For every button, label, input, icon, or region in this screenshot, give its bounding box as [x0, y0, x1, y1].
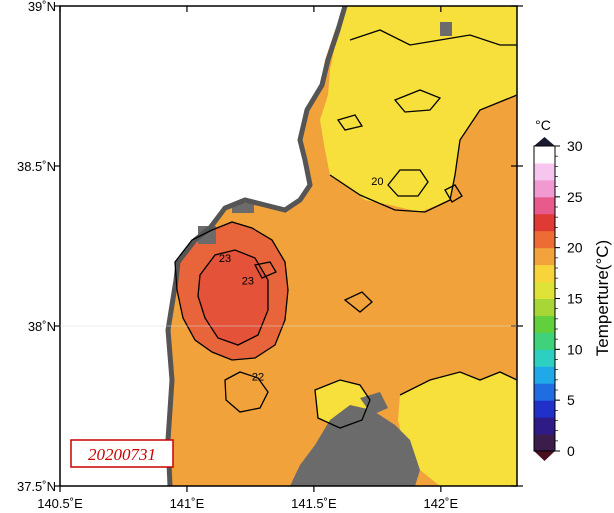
colorbar-tick-label: 15: [567, 291, 583, 307]
ocean-cool-north: [320, 6, 517, 212]
map-panel: 20 23 22 23 20200731: [60, 6, 517, 486]
colorbar-top-arrow: [534, 137, 555, 146]
colorbar-swatch: [534, 349, 555, 367]
contour-label: 20: [371, 176, 383, 188]
colorbar-swatch: [534, 264, 555, 283]
contour-label: 22: [252, 371, 264, 383]
contour-labels: 20 23 22 23: [219, 176, 384, 383]
contour-label: 23: [242, 275, 254, 287]
coastline: [165, 6, 348, 486]
contour-lines: [174, 29, 517, 429]
colorbar-tick-label: 0: [567, 443, 575, 459]
colorbar-swatch: [534, 434, 555, 452]
colorbar-swatch: [534, 196, 555, 215]
map-axes: 140.5˚E 141˚E 141.5˚E 142˚E 39˚N 38.5˚N 38˚N 37…: [17, 0, 523, 511]
colorbar-swatch: [534, 383, 555, 401]
colorbar-title: Temperture(°C): [593, 240, 612, 356]
colorbar-tick-label: 5: [567, 392, 575, 408]
lat-tick-label: 37.5˚N: [17, 479, 56, 494]
colorbar-swatch: [534, 162, 555, 181]
lon-tick-label: 140.5˚E: [37, 496, 83, 511]
colorbar-swatch: [534, 417, 555, 435]
lat-tick-label: 39˚N: [28, 0, 56, 14]
colorbar-swatch: [534, 315, 555, 333]
lon-tick-label: 141.5˚E: [291, 496, 337, 511]
colorbar-swatch: [534, 281, 555, 299]
colorbar: 0 5 10 15 20 25 30 °C Temperture(°C): [533, 117, 612, 461]
ocean-warmest-patch: [198, 250, 268, 345]
colorbar-ticks: 0 5 10 15 20 25 30: [555, 138, 583, 459]
colorbar-swatch: [534, 400, 555, 418]
colorbar-swatch: [534, 230, 555, 249]
colorbar-unit: °C: [535, 117, 551, 133]
colorbar-swatch: [534, 213, 555, 232]
colorbar-swatch: [534, 179, 555, 198]
lon-tick-label: 141˚E: [170, 496, 205, 511]
contour-label: 23: [219, 253, 231, 265]
colorbar-swatch: [534, 332, 555, 350]
date-stamp-box: 20200731: [70, 439, 174, 468]
colorbar-swatch: [534, 247, 555, 266]
colorbar-tick-label: 30: [567, 138, 583, 154]
colorbar-bottom-arrow: [534, 451, 555, 461]
lat-tick-label: 38˚N: [28, 319, 56, 334]
colorbar-swatch: [534, 298, 555, 316]
colorbar-blocks: [534, 146, 555, 452]
colorbar-swatch: [534, 146, 555, 164]
colorbar-tick-label: 20: [567, 240, 583, 256]
colorbar-tick-label: 10: [567, 341, 583, 357]
lat-tick-label: 38.5˚N: [17, 159, 56, 174]
colorbar-swatch: [534, 366, 555, 384]
colorbar-tick-label: 25: [567, 189, 583, 205]
map-frame: [59, 5, 518, 487]
lon-tick-label: 142˚E: [423, 496, 458, 511]
ocean-cool-south: [398, 372, 517, 486]
date-stamp: 20200731: [88, 445, 156, 464]
